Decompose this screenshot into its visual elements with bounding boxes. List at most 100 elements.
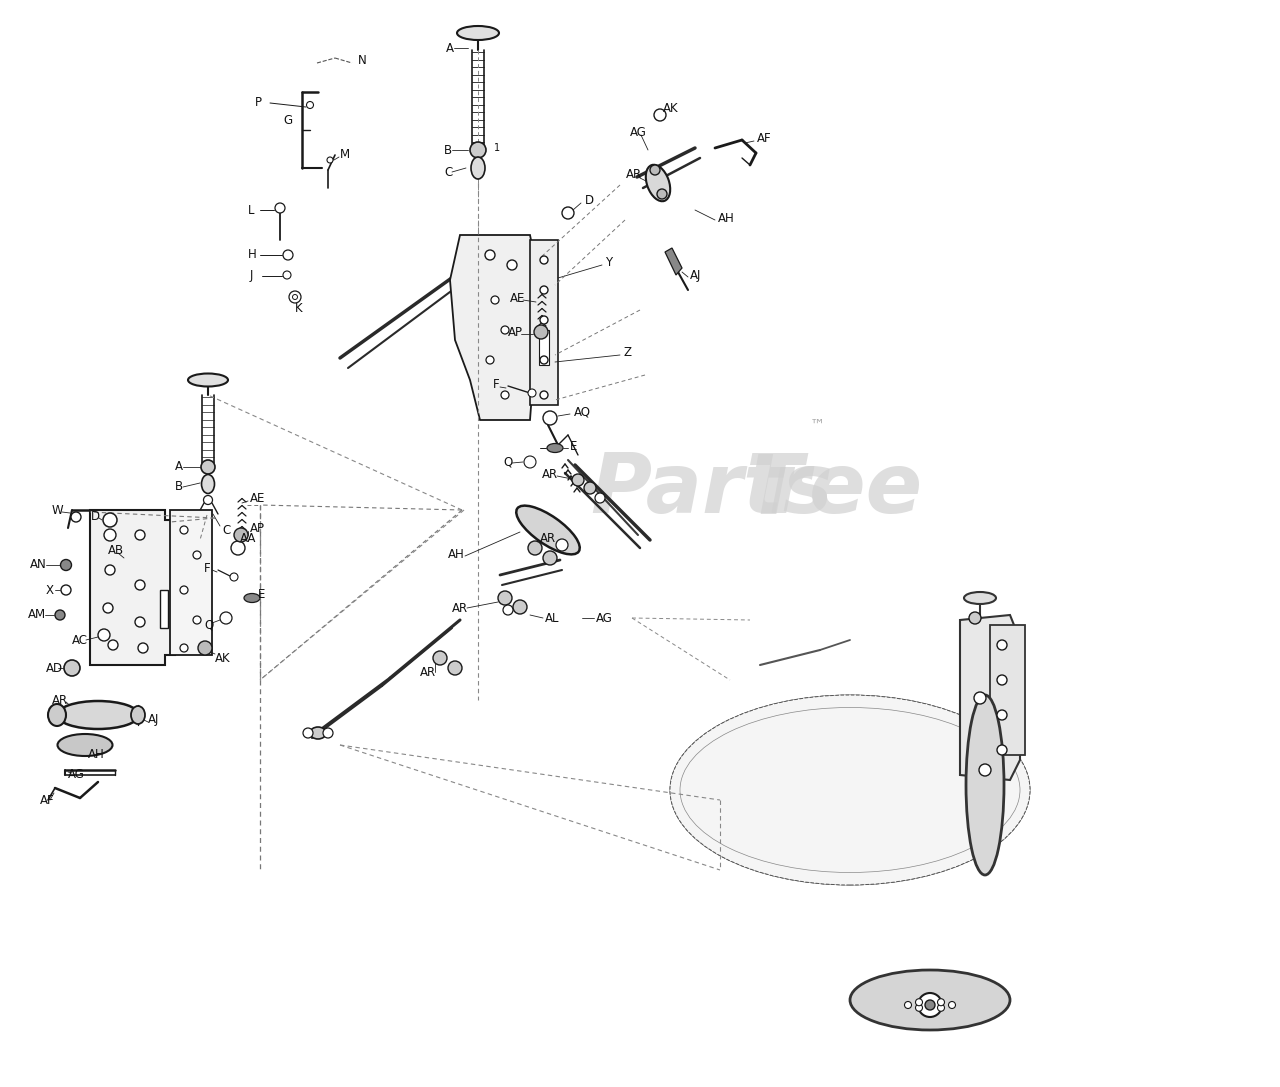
Circle shape	[230, 541, 244, 555]
Circle shape	[562, 207, 573, 218]
Circle shape	[979, 764, 991, 776]
Text: F: F	[204, 562, 211, 575]
Circle shape	[572, 474, 584, 486]
Circle shape	[507, 260, 517, 270]
Circle shape	[201, 460, 215, 474]
Circle shape	[104, 529, 116, 541]
Circle shape	[326, 157, 333, 163]
Text: Z: Z	[623, 346, 631, 359]
Bar	[539, 330, 549, 365]
Text: L: L	[248, 203, 255, 216]
Text: N: N	[358, 53, 367, 66]
Circle shape	[543, 411, 557, 425]
Ellipse shape	[188, 374, 228, 387]
Text: C: C	[221, 524, 230, 537]
Circle shape	[180, 526, 188, 534]
Circle shape	[500, 326, 509, 334]
Text: AP: AP	[508, 325, 524, 338]
Circle shape	[323, 728, 333, 738]
Circle shape	[937, 999, 945, 1005]
Circle shape	[99, 629, 110, 641]
Ellipse shape	[457, 26, 499, 40]
Circle shape	[997, 710, 1007, 720]
Circle shape	[974, 692, 986, 704]
Text: E: E	[570, 439, 577, 452]
Circle shape	[905, 1001, 911, 1009]
Circle shape	[102, 603, 113, 613]
Text: AE: AE	[509, 291, 525, 304]
Text: ree: ree	[768, 450, 922, 530]
Text: AH: AH	[718, 212, 735, 225]
Circle shape	[543, 551, 557, 565]
Circle shape	[498, 591, 512, 605]
Circle shape	[70, 512, 81, 522]
Circle shape	[540, 286, 548, 293]
Polygon shape	[90, 510, 175, 665]
Bar	[989, 625, 1025, 755]
Circle shape	[204, 496, 212, 504]
Text: AP: AP	[250, 522, 265, 535]
Circle shape	[283, 250, 293, 260]
Text: AR: AR	[452, 601, 468, 614]
Circle shape	[997, 745, 1007, 755]
Circle shape	[134, 617, 145, 627]
Circle shape	[524, 457, 536, 468]
Text: AG: AG	[68, 769, 84, 782]
Polygon shape	[451, 235, 540, 420]
Text: AR: AR	[52, 694, 68, 707]
Circle shape	[595, 493, 605, 503]
Circle shape	[485, 250, 495, 260]
Circle shape	[540, 257, 548, 264]
Text: W: W	[52, 503, 64, 516]
Circle shape	[997, 640, 1007, 650]
Circle shape	[492, 296, 499, 304]
Ellipse shape	[516, 505, 580, 554]
Polygon shape	[960, 615, 1020, 780]
Ellipse shape	[964, 592, 996, 604]
Text: J: J	[250, 268, 253, 282]
Text: H: H	[248, 249, 257, 262]
Circle shape	[918, 994, 942, 1017]
Circle shape	[534, 325, 548, 339]
Bar	[530, 240, 558, 405]
Text: A: A	[175, 461, 183, 474]
Text: B: B	[444, 143, 452, 157]
Text: 1: 1	[494, 143, 500, 153]
Circle shape	[448, 661, 462, 675]
Text: AN: AN	[29, 559, 47, 572]
Ellipse shape	[131, 705, 145, 724]
Text: AF: AF	[756, 132, 772, 145]
Circle shape	[529, 541, 541, 555]
Text: AJ: AJ	[690, 268, 701, 282]
Circle shape	[134, 530, 145, 540]
Text: AF: AF	[40, 794, 55, 807]
Circle shape	[105, 565, 115, 575]
Text: AK: AK	[215, 651, 230, 664]
Ellipse shape	[58, 734, 113, 755]
Circle shape	[915, 1004, 923, 1011]
Circle shape	[283, 271, 291, 279]
Text: E: E	[259, 587, 265, 600]
Text: Q: Q	[503, 455, 512, 468]
Ellipse shape	[646, 165, 671, 201]
Text: AD: AD	[46, 662, 63, 675]
Circle shape	[234, 528, 248, 542]
Ellipse shape	[669, 695, 1030, 885]
Circle shape	[134, 580, 145, 590]
Circle shape	[657, 189, 667, 199]
Circle shape	[948, 1001, 955, 1009]
Circle shape	[293, 295, 297, 300]
Text: AQ: AQ	[573, 405, 591, 418]
Ellipse shape	[547, 443, 563, 452]
Circle shape	[969, 612, 980, 624]
Ellipse shape	[49, 704, 67, 726]
Circle shape	[540, 391, 548, 399]
Circle shape	[513, 600, 527, 614]
Circle shape	[64, 660, 79, 676]
Text: D: D	[585, 193, 594, 207]
Circle shape	[193, 551, 201, 559]
Text: D: D	[91, 510, 100, 523]
Text: AJ: AJ	[148, 713, 160, 726]
Text: A: A	[445, 41, 454, 54]
Circle shape	[61, 585, 70, 595]
